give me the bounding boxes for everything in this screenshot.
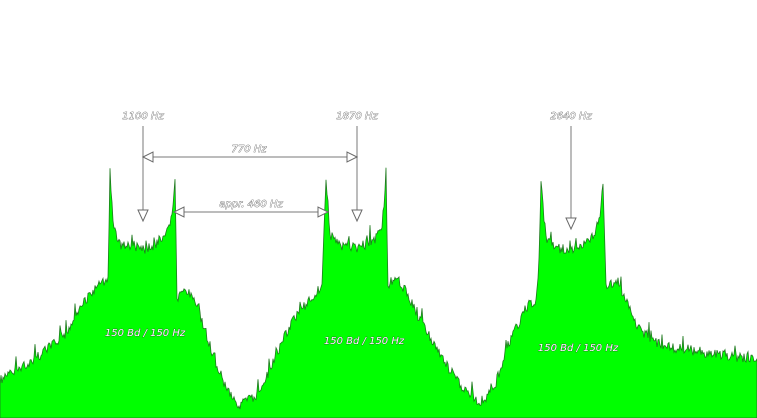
spacing-770-arrow [141, 151, 359, 163]
channel-3-down-arrow [565, 126, 577, 231]
channel-3-center-label: 2640 Hz [550, 111, 592, 122]
channel-1-down-arrow [137, 126, 149, 223]
channel-1-bandwidth-label: 150 Bd / 150 Hz [105, 328, 186, 339]
channel-3-bandwidth-label: 150 Bd / 150 Hz [538, 343, 619, 354]
spacing-460-arrow [172, 206, 330, 218]
channel-2-bandwidth-label: 150 Bd / 150 Hz [324, 336, 405, 347]
annotations: 1100 Hz 1870 Hz 2640 Hz 770 Hz [105, 111, 620, 355]
spacing-460-label: appr. 460 Hz [219, 199, 283, 210]
channel-1-center-label: 1100 Hz [122, 111, 164, 122]
channel-2-down-arrow [351, 126, 363, 223]
spectrum-area [0, 167, 757, 418]
spacing-770-label: 770 Hz [231, 144, 267, 155]
channel-2-center-label: 1870 Hz [336, 111, 378, 122]
